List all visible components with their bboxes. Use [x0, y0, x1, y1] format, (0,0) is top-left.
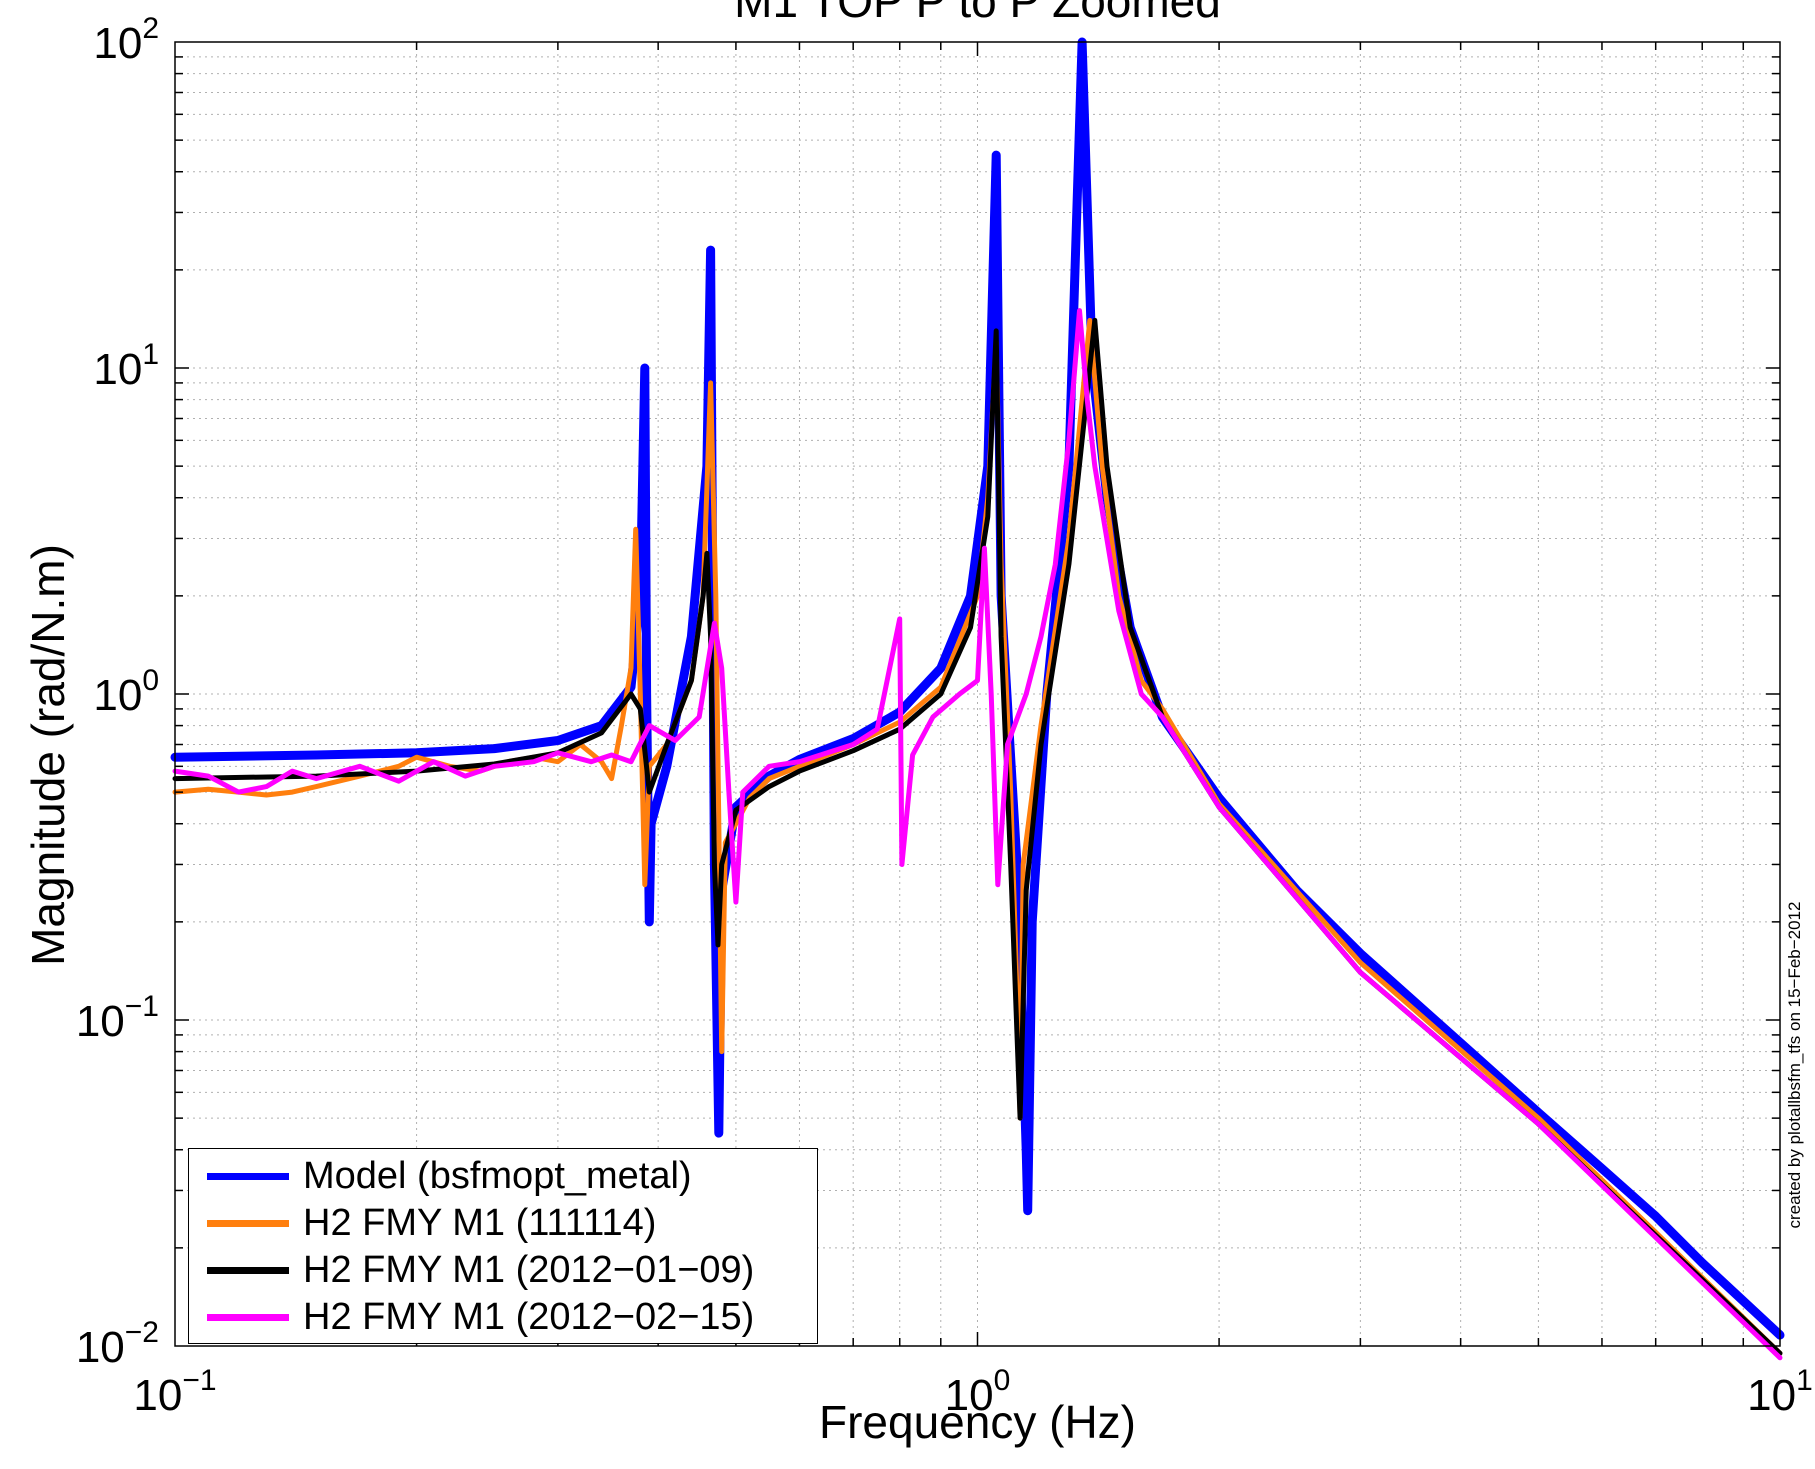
y-tick-label: 101: [93, 338, 159, 395]
legend: Model (bsfmopt_metal) H2 FMY M1 (111114) H…: [188, 1148, 818, 1344]
x-tick-label: 101: [1747, 1364, 1813, 1421]
series-line-4: [172, 308, 1783, 1361]
legend-label: H2 FMY M1 (111114): [303, 1202, 657, 1244]
x-tick-label-exponent: −1: [182, 1364, 217, 1397]
legend-swatch: [207, 1314, 289, 1321]
x-axis-label: Frequency (Hz): [819, 1396, 1136, 1448]
chart-title: M1 TOP P to P Zoomed: [734, 0, 1221, 27]
legend-item: H2 FMY M1 (2012−01−09): [189, 1247, 817, 1293]
legend-item: Model (bsfmopt_metal): [189, 1153, 817, 1199]
series-line-3: [172, 317, 1783, 1356]
y-tick-label-base: 10: [75, 997, 125, 1046]
legend-item: H2 FMY M1 (2012−02−15): [189, 1294, 817, 1340]
y-tick-label: 10−1: [76, 990, 159, 1047]
legend-label: Model (bsfmopt_metal): [303, 1155, 692, 1197]
legend-label: H2 FMY M1 (2012−02−15): [303, 1296, 755, 1338]
x-tick-label-base: 10: [1747, 1371, 1797, 1420]
legend-item: H2 FMY M1 (111114): [189, 1200, 817, 1246]
x-tick-label-base: 10: [944, 1371, 994, 1420]
y-axis-label: Magnitude (rad/N.m): [22, 544, 74, 966]
x-tick-label-exponent: 1: [1796, 1364, 1813, 1397]
legend-label: H2 FMY M1 (2012−01−09): [303, 1249, 755, 1291]
y-tick-label-exponent: −1: [124, 990, 159, 1023]
legend-swatch: [207, 1220, 289, 1227]
y-tick-label: 102: [93, 12, 159, 69]
x-tick-label-base: 10: [133, 1371, 183, 1420]
x-tick-label-exponent: 0: [993, 1364, 1011, 1397]
x-tick-label: 10−1: [133, 1364, 216, 1421]
y-tick-label: 100: [93, 664, 159, 721]
y-tick-label-base: 10: [75, 1323, 125, 1372]
legend-swatch: [207, 1173, 289, 1180]
legend-swatch: [207, 1267, 289, 1274]
y-tick-label-exponent: −2: [124, 1316, 159, 1349]
series-line-1: [170, 37, 1785, 1340]
series-lines: [170, 37, 1785, 1361]
grid-lines: [175, 42, 1780, 1346]
y-tick-label-base: 10: [93, 19, 143, 68]
y-tick-label: 10−2: [76, 1316, 159, 1373]
x-tick-label: 100: [945, 1364, 1011, 1421]
y-tick-label-exponent: 1: [142, 338, 159, 371]
axis-ticks: [175, 42, 1780, 1346]
y-tick-label-exponent: 0: [142, 664, 159, 697]
y-tick-label-base: 10: [93, 345, 143, 394]
y-tick-label-base: 10: [93, 671, 143, 720]
credit-annotation: created by plotallbsfm_tfs on 15−Feb−201…: [1785, 901, 1804, 1229]
y-tick-label-exponent: 2: [142, 12, 159, 45]
